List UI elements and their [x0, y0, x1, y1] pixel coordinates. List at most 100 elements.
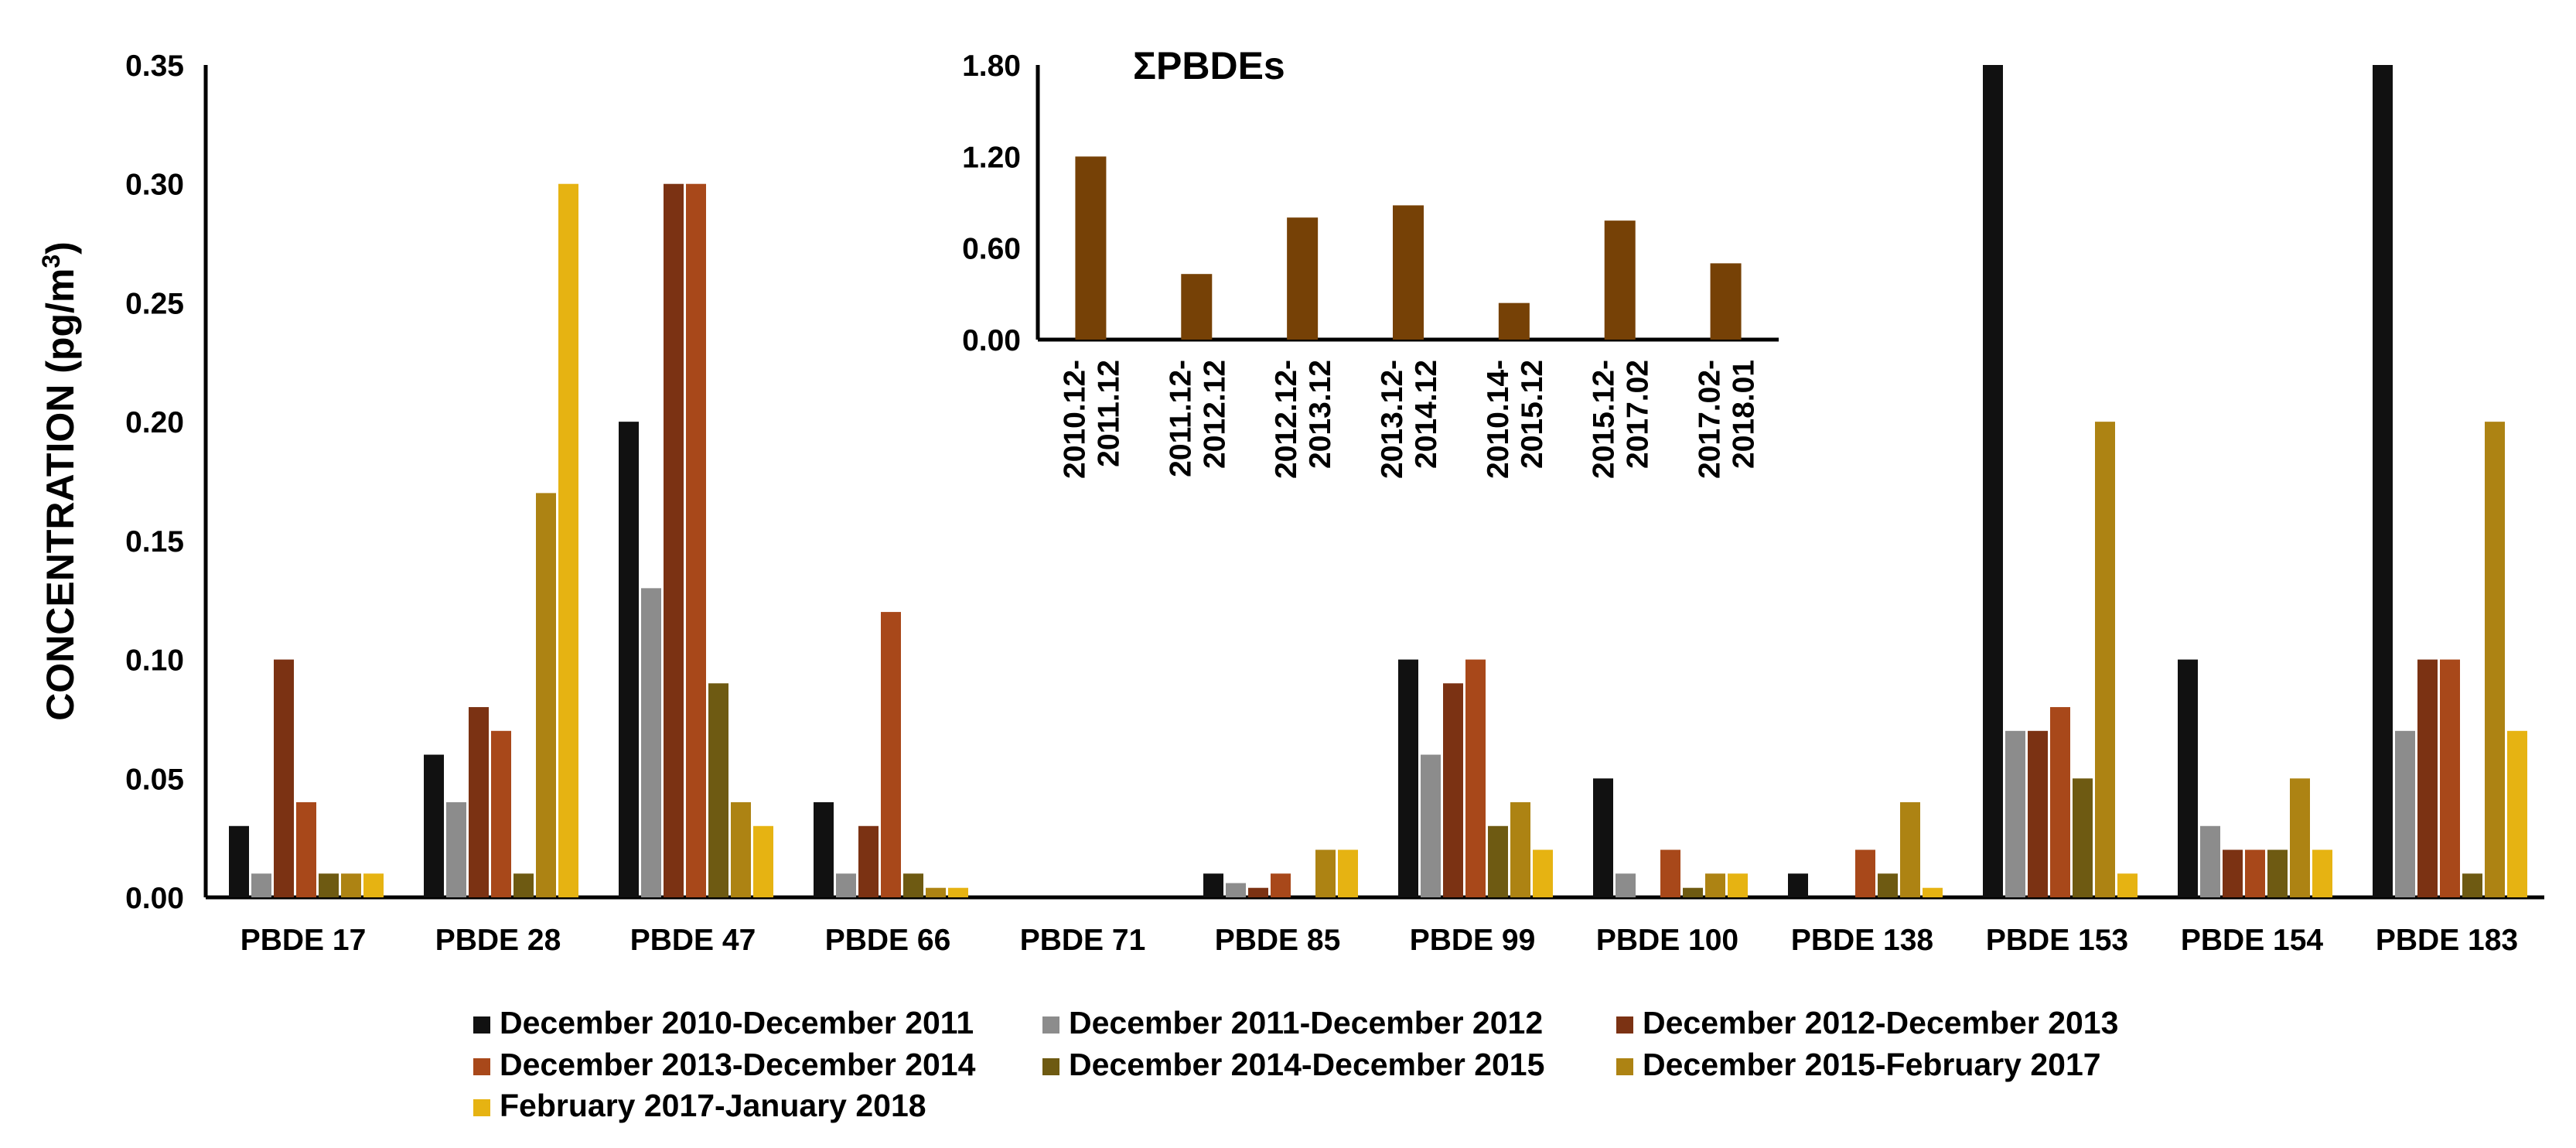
y-axis-title: CONCENTRATION (pg/m3)	[37, 241, 82, 721]
inset-bar-2010-12-2011-12	[1075, 156, 1107, 340]
x-tick-label-pbde-71: PBDE 71	[1020, 924, 1146, 957]
inset-title: ΣPBDEs	[1133, 44, 1285, 87]
inset-x-tick-label-2010-14-2015-12: 2010.14-2015.12	[1482, 360, 1549, 479]
inset-bar-2012-12-2013-12	[1287, 217, 1319, 340]
bar-pbde-28-series-1	[424, 754, 444, 897]
bar-pbde-154-series-5	[2267, 849, 2288, 897]
bar-pbde-28-series-6	[536, 493, 556, 897]
bar-pbde-66-series-1	[814, 802, 834, 897]
bar-pbde-99-series-1	[1398, 659, 1418, 897]
bar-pbde-138-series-5	[1878, 873, 1898, 897]
legend-swatch-7	[473, 1099, 490, 1116]
inset-chart-sum-pbdes: 0.00 0.60 1.20 1.80 ΣPBDEs 2010.12-2011.12 201…	[962, 44, 1779, 479]
bar-pbde-17-series-7	[363, 873, 384, 897]
y-tick-label-0-30: 0.30	[125, 169, 184, 202]
x-tick-label-pbde-138: PBDE 138	[1791, 924, 1933, 957]
legend-swatch-3	[1616, 1016, 1633, 1034]
bar-pbde-100-series-1	[1593, 778, 1613, 897]
bar-pbde-100-series-5	[1683, 887, 1703, 897]
x-tick-label-pbde-99: PBDE 99	[1410, 924, 1536, 957]
legend-label-december-2013-december-2014: December 2013-December 2014	[500, 1047, 976, 1082]
inset-bar-2015-12-2017-02	[1604, 220, 1636, 340]
bar-pbde-66-series-4	[881, 612, 901, 897]
bar-pbde-183-series-5	[2462, 873, 2482, 897]
y-tick-label-0-20: 0.20	[125, 406, 184, 439]
legend-label-december-2012-december-2013: December 2012-December 2013	[1643, 1005, 2118, 1040]
bar-pbde-17-series-1	[229, 825, 249, 897]
bar-pbde-47-series-2	[641, 588, 661, 897]
bar-pbde-138-series-4	[1855, 849, 1875, 897]
x-tick-label-pbde-47: PBDE 47	[630, 924, 756, 957]
bar-pbde-100-series-6	[1705, 873, 1725, 897]
bar-pbde-47-series-4	[686, 183, 706, 897]
bar-pbde-154-series-7	[2312, 849, 2332, 897]
bar-pbde-153-series-2	[2005, 730, 2025, 897]
bar-pbde-66-series-7	[948, 887, 968, 897]
bar-pbde-85-series-2	[1226, 883, 1246, 897]
bar-pbde-183-series-3	[2417, 659, 2438, 897]
bar-pbde-138-series-7	[1923, 887, 1943, 897]
bar-pbde-153-series-1	[1983, 65, 2003, 897]
y-tick-label-0-35: 0.35	[125, 50, 184, 83]
bar-pbde-154-series-2	[2200, 825, 2220, 897]
y-tick-label-0-10: 0.10	[125, 644, 184, 678]
bar-pbde-66-series-2	[836, 873, 856, 897]
bar-pbde-47-series-6	[731, 802, 751, 897]
bar-pbde-85-series-7	[1338, 849, 1358, 897]
x-tick-label-pbde-85: PBDE 85	[1215, 924, 1341, 957]
bar-pbde-183-series-1	[2373, 65, 2393, 897]
legend-swatch-2	[1042, 1016, 1059, 1034]
y-tick-label-0-00: 0.00	[125, 882, 184, 915]
bar-pbde-153-series-6	[2095, 422, 2115, 897]
x-tick-label-pbde-100: PBDE 100	[1596, 924, 1738, 957]
x-tick-label-pbde-66: PBDE 66	[825, 924, 951, 957]
legend-swatch-4	[473, 1058, 490, 1075]
y-tick-label-0-25: 0.25	[125, 287, 184, 320]
bar-pbde-28-series-7	[558, 183, 578, 897]
bar-pbde-17-series-5	[319, 873, 339, 897]
bar-pbde-28-series-5	[513, 873, 534, 897]
legend-label-december-2015-february-2017: December 2015-February 2017	[1643, 1047, 2101, 1082]
bar-pbde-85-series-6	[1315, 849, 1336, 897]
bar-pbde-100-series-7	[1728, 873, 1748, 897]
bar-pbde-17-series-4	[296, 802, 316, 897]
bar-pbde-28-series-3	[469, 707, 489, 897]
bar-pbde-47-series-3	[664, 183, 684, 897]
y-tick-label-0-15: 0.15	[125, 525, 184, 559]
bar-pbde-138-series-1	[1788, 873, 1808, 897]
bar-pbde-183-series-4	[2440, 659, 2460, 897]
bar-pbde-17-series-3	[274, 659, 294, 897]
legend-label-december-2014-december-2015: December 2014-December 2015	[1069, 1047, 1544, 1082]
bar-pbde-153-series-5	[2073, 778, 2093, 897]
bar-pbde-153-series-3	[2028, 730, 2048, 897]
inset-y-tick-label-1-20: 1.20	[962, 141, 1021, 174]
bar-pbde-154-series-6	[2290, 778, 2310, 897]
x-tick-label-pbde-17: PBDE 17	[241, 924, 367, 957]
inset-y-tick-label-0-00: 0.00	[962, 324, 1021, 357]
bar-pbde-28-series-2	[446, 802, 466, 897]
bar-pbde-183-series-6	[2485, 422, 2505, 897]
legend-label-december-2010-december-2011: December 2010-December 2011	[500, 1005, 974, 1040]
bar-pbde-66-series-3	[858, 825, 879, 897]
bar-pbde-99-series-2	[1421, 754, 1441, 897]
legend-label-february-2017-january-2018: February 2017-January 2018	[500, 1088, 926, 1123]
inset-x-tick-label-2012-12-2013-12: 2012.12-2013.12	[1270, 360, 1337, 479]
bar-pbde-99-series-6	[1510, 802, 1530, 897]
bar-pbde-17-series-6	[341, 873, 361, 897]
bar-pbde-183-series-2	[2395, 730, 2415, 897]
bar-pbde-154-series-1	[2178, 659, 2198, 897]
bar-pbde-85-series-3	[1248, 887, 1268, 897]
x-tick-label-pbde-28: PBDE 28	[435, 924, 561, 957]
inset-x-tick-label-2011-12-2012-12: 2011.12-2012.12	[1164, 360, 1231, 477]
bar-pbde-153-series-4	[2050, 707, 2070, 897]
bar-pbde-66-series-6	[926, 887, 946, 897]
inset-bar-2010-14-2015-12	[1498, 302, 1530, 340]
bar-pbde-85-series-4	[1271, 873, 1291, 897]
bar-pbde-47-series-1	[619, 422, 639, 897]
bar-pbde-99-series-7	[1533, 849, 1553, 897]
legend: December 2010-December 2011 December 2011…	[473, 1005, 2118, 1123]
legend-label-december-2011-december-2012: December 2011-December 2012	[1069, 1005, 1543, 1040]
inset-x-tick-label-2015-12-2017-02: 2015.12-2017.02	[1588, 360, 1655, 479]
x-tick-label-pbde-153: PBDE 153	[1986, 924, 2128, 957]
